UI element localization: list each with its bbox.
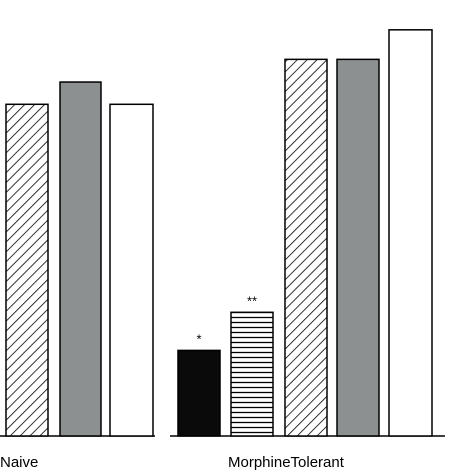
bar-morphine-tolerant-5 (388, 29, 433, 437)
bar-naive-2 (59, 81, 102, 437)
bar-morphine-tolerant-4 (336, 58, 380, 437)
group-label-morphine-tolerant: MorphineTolerant (228, 454, 345, 471)
bar-naive-1 (5, 103, 49, 437)
bar-morphine-tolerant-3 (284, 58, 328, 437)
significance-marker: ** (247, 293, 257, 308)
bar-naive-3 (109, 103, 154, 437)
significance-marker: * (196, 331, 201, 346)
group-label-naive: Naive (0, 454, 38, 471)
bar-morphine-tolerant-1 (177, 349, 221, 437)
bar-morphine-tolerant-2 (230, 311, 274, 437)
